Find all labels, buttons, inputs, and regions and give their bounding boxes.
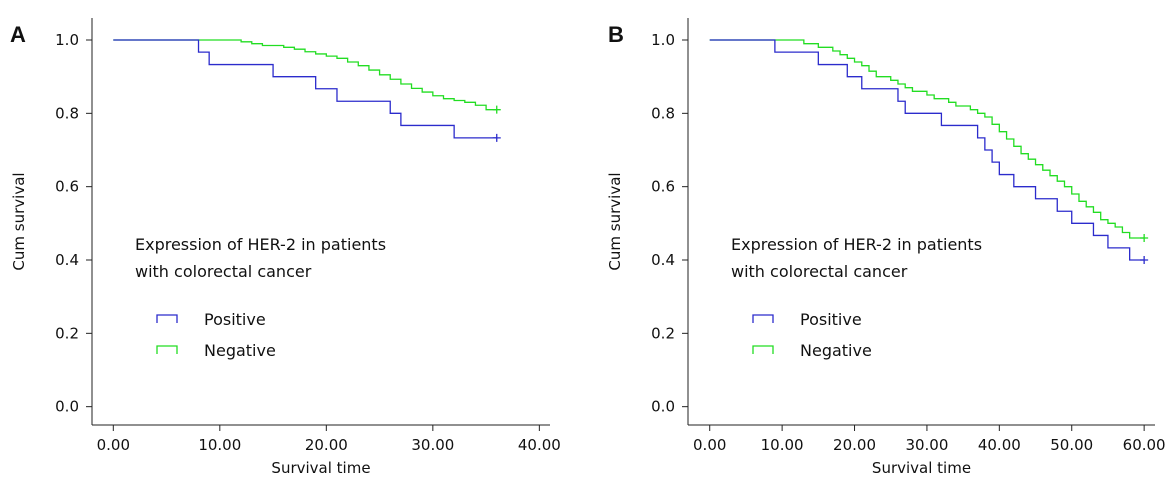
x-axis-title: Survival time [872,459,971,477]
legend-title-line: with colorectal cancer [731,262,908,281]
x-tick-label: 40.00 [518,436,561,454]
legend: Expression of HER-2 in patients with colo… [731,235,982,360]
y-tick-label: 0.6 [651,178,675,196]
legend-swatch-positive [752,314,774,323]
legend-label-negative: Negative [800,341,872,360]
y-tick-label: 1.0 [55,31,79,49]
x-tick-label: 50.00 [1050,436,1093,454]
legend-label-negative: Negative [204,341,276,360]
x-tick-label: 40.00 [978,436,1021,454]
x-tick-label: 20.00 [305,436,348,454]
legend-title-line: Expression of HER-2 in patients [135,235,386,254]
y-axis-title: Cum survival [606,172,624,270]
legend-label-positive: Positive [204,310,266,329]
x-tick-label: 30.00 [905,436,948,454]
x-tick-label: 0.00 [693,436,726,454]
panel-letter: B [608,22,624,47]
y-tick-label: 0.0 [55,398,79,416]
legend-swatch-negative [156,345,178,354]
survival-curve-negative [113,39,497,111]
legend-swatch-negative [752,345,774,354]
y-tick-label: 1.0 [651,31,675,49]
censor-mark-negative [492,105,501,114]
y-tick-label: 0.0 [651,398,675,416]
x-tick-label: 10.00 [761,436,804,454]
censor-mark-negative [1140,234,1149,242]
legend-title-line: Expression of HER-2 in patients [731,235,982,254]
legend-label-positive: Positive [800,310,862,329]
y-tick-label: 0.6 [55,178,79,196]
y-tick-label: 0.8 [55,104,79,122]
panel-b: B 0.0 0.2 0.4 0.6 0.8 1.0 0.00 10.00 20.00 30.00 40… [606,18,1166,477]
legend: Expression of HER-2 in patients with colo… [135,235,386,360]
x-tick-label: 30.00 [411,436,454,454]
y-tick-label: 0.2 [651,324,675,342]
censor-mark-positive [492,133,501,142]
y-axis-title: Cum survival [10,172,28,270]
x-tick-label: 20.00 [833,436,876,454]
survival-curve-negative [709,39,1145,239]
y-tick-label: 0.4 [55,251,79,269]
panel-letter: A [10,22,26,47]
legend-swatch-positive [156,314,178,323]
y-tick-label: 0.4 [651,251,675,269]
x-tick-label: 0.00 [97,436,130,454]
censor-mark-positive [1140,256,1149,264]
survival-curve-positive [113,39,497,139]
x-tick-label: 60.00 [1123,436,1166,454]
panel-a: A 0.0 0.2 0.4 0.6 0.8 1.0 0.00 10.00 20.00 30.00 40… [10,18,561,477]
y-tick-label: 0.2 [55,324,79,342]
y-tick-label: 0.8 [651,104,675,122]
survival-curve-positive [709,39,1145,261]
x-tick-label: 10.00 [198,436,241,454]
legend-title-line: with colorectal cancer [135,262,312,281]
x-axis-title: Survival time [271,459,370,477]
